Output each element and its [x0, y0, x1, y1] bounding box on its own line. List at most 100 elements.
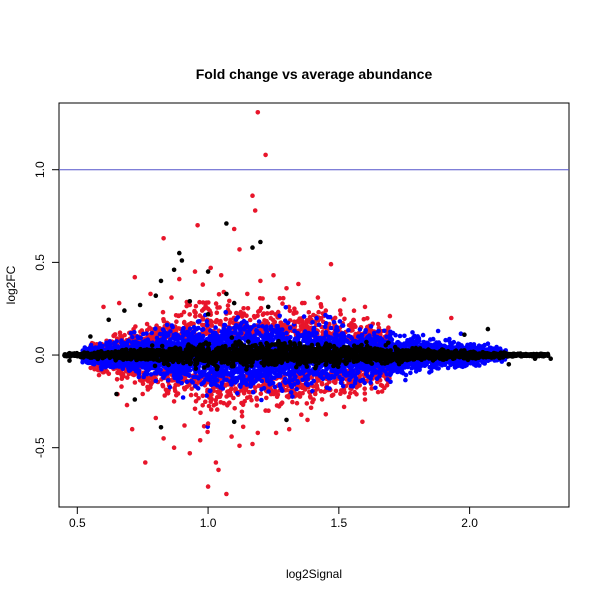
- data-point-red: [304, 401, 310, 406]
- data-point-red: [379, 389, 385, 394]
- data-point-red: [338, 391, 343, 397]
- data-point-red: [247, 317, 253, 323]
- data-point-red: [227, 310, 233, 315]
- data-point-red: [217, 305, 222, 310]
- data-point-red: [298, 324, 304, 329]
- data-point-red: [255, 309, 261, 314]
- data-point-red: [189, 386, 194, 392]
- data-point-red: [211, 388, 216, 394]
- data-point-red: [144, 321, 150, 327]
- data-point-red: [244, 313, 249, 319]
- data-point-red: [251, 313, 257, 319]
- data-point-blue: [328, 325, 334, 331]
- data-point-red: [197, 313, 203, 318]
- data-point-red: [213, 401, 219, 407]
- data-point-red: [193, 399, 199, 404]
- data-point-red: [238, 309, 243, 315]
- data-point-red: [201, 424, 207, 429]
- data-point-red: [318, 389, 324, 394]
- data-point-red: [114, 377, 120, 382]
- data-point-blue: [337, 319, 343, 324]
- data-point-red: [338, 312, 344, 317]
- data-point-red: [246, 389, 252, 395]
- data-point-red: [375, 321, 381, 327]
- data-point-red: [241, 391, 247, 396]
- plot-area: [62, 110, 553, 497]
- data-point-red: [330, 392, 336, 398]
- data-point-red: [161, 317, 166, 322]
- data-point-blue: [191, 324, 197, 330]
- data-point-red: [193, 303, 199, 309]
- data-point-blue: [199, 369, 205, 375]
- data-point-blue: [266, 389, 271, 394]
- data-point-red: [379, 383, 385, 389]
- data-point-blue: [165, 378, 171, 383]
- data-point-red: [115, 370, 120, 376]
- data-point-blue: [323, 321, 329, 326]
- data-point-red: [333, 388, 339, 394]
- data-point-red: [217, 394, 223, 400]
- data-point-red: [173, 313, 179, 318]
- data-point-blue: [397, 333, 403, 339]
- data-point-blue: [125, 338, 131, 344]
- points-group: [62, 110, 553, 497]
- data-point-blue: [359, 332, 365, 338]
- x-axis-label: log2Signal: [286, 567, 342, 581]
- data-point-red: [291, 311, 297, 316]
- data-point-red: [281, 295, 286, 301]
- data-point-blue: [336, 338, 342, 343]
- data-point-red: [310, 399, 315, 405]
- data-point-blue: [388, 379, 393, 385]
- data-point-red: [268, 316, 274, 321]
- data-point-blue: [363, 329, 368, 335]
- data-point-red: [348, 390, 353, 396]
- data-point-red: [187, 312, 192, 317]
- data-point-red: [299, 412, 304, 418]
- data-point-blue: [290, 394, 295, 399]
- data-point-red: [223, 316, 229, 322]
- data-point-red: [387, 313, 393, 319]
- data-point-red: [188, 392, 194, 398]
- data-point-red: [216, 292, 222, 297]
- data-point-red: [384, 383, 390, 388]
- data-point-red: [200, 322, 205, 328]
- data-point-red: [209, 323, 215, 328]
- data-point-red: [350, 328, 355, 333]
- data-point-red: [208, 399, 213, 405]
- data-point-red: [302, 387, 308, 392]
- data-point-red: [96, 372, 102, 378]
- data-point-blue: [251, 389, 256, 395]
- data-point-red: [254, 397, 260, 402]
- data-point-red: [150, 376, 155, 382]
- data-point-blue: [205, 322, 210, 328]
- data-point-red: [351, 308, 357, 314]
- data-point-red: [203, 399, 208, 405]
- data-point-red: [214, 317, 220, 323]
- data-point-red: [256, 383, 262, 389]
- data-point-red: [225, 303, 231, 308]
- data-point-red: [231, 395, 236, 401]
- data-point-red: [199, 308, 205, 313]
- data-point-red: [111, 333, 116, 339]
- data-point-red: [262, 318, 267, 323]
- data-point-red: [174, 319, 179, 325]
- data-point-red: [200, 317, 206, 322]
- data-point-blue: [244, 382, 249, 387]
- data-point-red: [290, 399, 295, 405]
- data-point-red: [104, 369, 110, 374]
- data-point-red: [350, 322, 356, 328]
- data-point-blue: [340, 383, 346, 389]
- data-point-red: [140, 381, 146, 387]
- data-point-red: [227, 320, 233, 326]
- data-point-red: [239, 314, 245, 319]
- data-point-red: [229, 386, 234, 392]
- data-point-red: [186, 322, 192, 327]
- data-point-red: [340, 388, 346, 394]
- data-point-red: [227, 298, 232, 304]
- data-point-red: [342, 316, 347, 322]
- data-point-red: [117, 330, 123, 336]
- data-point-red: [264, 395, 269, 401]
- data-point-blue: [235, 391, 240, 396]
